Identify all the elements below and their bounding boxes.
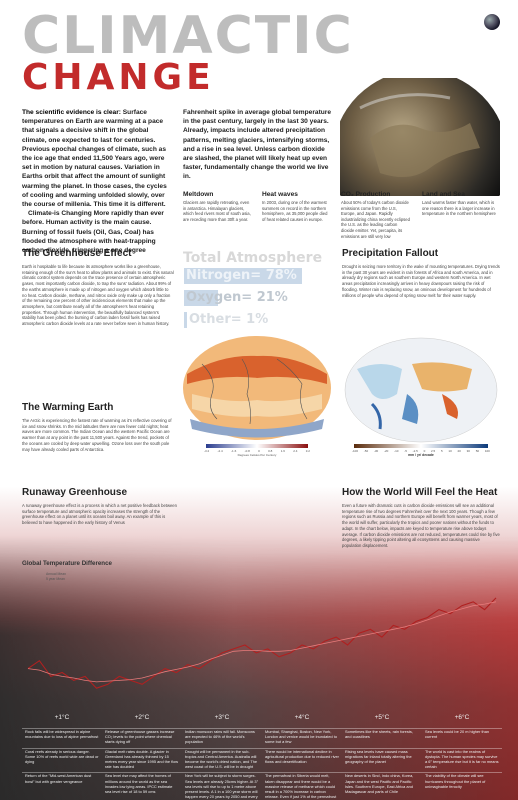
degree-6: +6°C [454, 714, 470, 721]
earth-globe-image [340, 78, 500, 196]
precip-text: Drought is seizing more territory in the… [342, 264, 500, 298]
degree-1: +1°C [54, 714, 70, 721]
map-tick: 3.2 [305, 449, 310, 453]
impact-cell: The permafrost in Siberia would melt, ta… [262, 772, 342, 800]
annual-mean-line [27, 597, 497, 689]
impact-cell: Rising sea levels have caused mass migra… [342, 747, 422, 770]
impact-cell: Indian monsoon rains will fail. Monsoons… [182, 728, 262, 745]
five-year-mean-line [27, 601, 497, 683]
temperature-map-ticks: -3.2 -2.4 -1.6 -0.8 0 0.8 1.6 2.4 3.2 [204, 449, 310, 453]
sub-heat-waves: Heat waves In 2003, during one of the war… [262, 191, 328, 222]
impact-cell: Release of greenhouse gasses increase CO… [102, 728, 182, 745]
impact-row: Return of the "Mid-west American dust bo… [22, 772, 502, 800]
nitrogen-bar [184, 268, 302, 284]
impact-cell: Sea levels could be 20 m higher than cur… [422, 728, 502, 745]
warming-text: The Arctic is experiencing the fastest r… [22, 418, 172, 452]
impact-cell: The viability of the climate will see hu… [422, 772, 502, 800]
map-tick: -5 [404, 449, 407, 453]
runaway-title: Runaway Greenhouse [22, 487, 128, 498]
impact-row: Coral reefs already in serious danger. S… [22, 747, 502, 770]
chart-legend: Annual Mean 5 year Mean [46, 572, 66, 582]
other-bar [184, 312, 187, 328]
impact-degrees: +1°C +2°C +3°C +4°C +5°C +6°C [22, 714, 502, 721]
map-tick: 30 [466, 449, 470, 453]
world-text: Even a future with dramatic cuts in carb… [342, 503, 500, 548]
map-tick: 2.5 [431, 449, 436, 453]
runaway-text: A runaway greenhouse effect is a process… [22, 503, 177, 526]
impact-cell: Sometimes like the sheets, rain forests,… [342, 728, 422, 745]
chart-title: Global Temperature Difference [22, 560, 112, 567]
impact-cell: New deserts in Sind, Indo china, Korea, … [342, 772, 422, 800]
map-tick: -2.5 [412, 449, 418, 453]
map-tick: 10 [448, 449, 452, 453]
map-tick: 0 [258, 449, 260, 453]
map-tick: 0 [423, 449, 426, 453]
degree-4: +4°C [294, 714, 310, 721]
globe-icon [484, 14, 500, 30]
map-tick: 1.6 [280, 449, 285, 453]
warming-title: The Warming Earth [22, 402, 114, 413]
title-line2: CHANGE [22, 57, 215, 98]
precipitation-map: -100 -50 -30 -20 -10 -5 -2.5 0 2.5 5 10 20 30 50 100 m… [342, 334, 500, 458]
greenhouse-title: The Greenhouse Effect [22, 248, 132, 259]
map-tick: 20 [457, 449, 461, 453]
intro-col1: The scientific evidence is clear: Surfac… [22, 108, 172, 255]
temperature-chart [27, 597, 497, 689]
map-tick: 2.4 [293, 449, 298, 453]
map-tick: -1.6 [231, 449, 237, 453]
greenhouse-text: Earth is hospitable to life because its … [22, 264, 174, 327]
precip-title: Precipitation Fallout [342, 248, 439, 259]
impact-grid: Rock falls will be widespread in alpine … [22, 728, 502, 800]
temperature-map: -3.2 -2.4 -1.6 -0.8 0 0.8 1.6 2.4 3.2 Degrees Ce… [182, 334, 332, 458]
precipitation-map-ticks: -100 -50 -30 -20 -10 -5 -2.5 0 2.5 5 10 20 30 50 100 [352, 449, 490, 453]
degree-2: +2°C [134, 714, 150, 721]
impact-row: Rock falls will be widespread in alpine … [22, 728, 502, 745]
map-tick: -20 [384, 449, 389, 453]
impact-cell: Drought will be permanent in the sub-tro… [182, 747, 262, 770]
atmosphere-nitrogen: Nitrogen= 78% [186, 268, 297, 283]
map-tick: -2.4 [217, 449, 223, 453]
map-tick: 0.8 [268, 449, 273, 453]
map-tick: 100 [484, 449, 490, 453]
degree-3: +3°C [214, 714, 230, 721]
impact-cell: Mumbai, Shanghai, Boston, New York, Lond… [262, 728, 342, 745]
degree-5: +5°C [374, 714, 390, 721]
impact-cell: Rock falls will be widespread in alpine … [22, 728, 102, 745]
intro-lead: The scientific evidence is clear: [22, 109, 121, 116]
intro-col1b: Climate-is Changing More rapidly than ev… [22, 210, 164, 255]
map-tick: -30 [373, 449, 379, 453]
map-tick: 50 [475, 449, 480, 453]
atmosphere-oxygen: Oxygen= 21% [186, 290, 288, 305]
atmosphere-other: Other= 1% [189, 312, 269, 327]
impact-cell: The world is cast into the realms of dys… [422, 747, 502, 770]
temperature-map-caption: Degrees Celsius Per Century [237, 453, 277, 457]
world-title: How the World Will Feel the Heat [342, 487, 498, 498]
legend-annual: Annual Mean [46, 572, 66, 576]
map-tick: -50 [363, 449, 369, 453]
legend-5yr: 5 year Mean [46, 577, 65, 581]
sub-co2: CO₂ Production About 50% of today's carbo… [341, 191, 410, 239]
impact-cell: Sea level rise may affect the homes of m… [102, 772, 182, 800]
impact-cell: Glacial melt rates double. A glacier in … [102, 747, 182, 770]
sub-meltdown: Meltdown Glaciers are rapidly retreating,… [183, 191, 251, 222]
map-tick: 5 [440, 449, 443, 453]
impact-cell: Return of the "Mid-west American dust bo… [22, 772, 102, 800]
map-tick: -10 [394, 449, 399, 453]
oxygen-bar [184, 290, 218, 306]
impact-cell: Coral reefs already in serious danger. S… [22, 747, 102, 770]
map-tick: -100 [352, 449, 359, 453]
map-tick: -0.8 [244, 449, 250, 453]
atmosphere-total: Total Atmosphere [183, 250, 323, 266]
bottom-gradient-right [0, 470, 518, 800]
sub-land-sea: Land and Sea Land warms faster than water… [422, 191, 496, 217]
precipitation-map-caption: mm / yr/ decade [408, 453, 434, 457]
title-line1: CLIMACTIC [22, 6, 354, 66]
map-tick: -3.2 [204, 449, 210, 453]
impact-cell: New York will be subject to storm surges… [182, 772, 262, 800]
intro-col2: Fahrenheit spike in average global tempe… [183, 109, 332, 181]
impact-cell: There would be international decline in … [262, 747, 342, 770]
